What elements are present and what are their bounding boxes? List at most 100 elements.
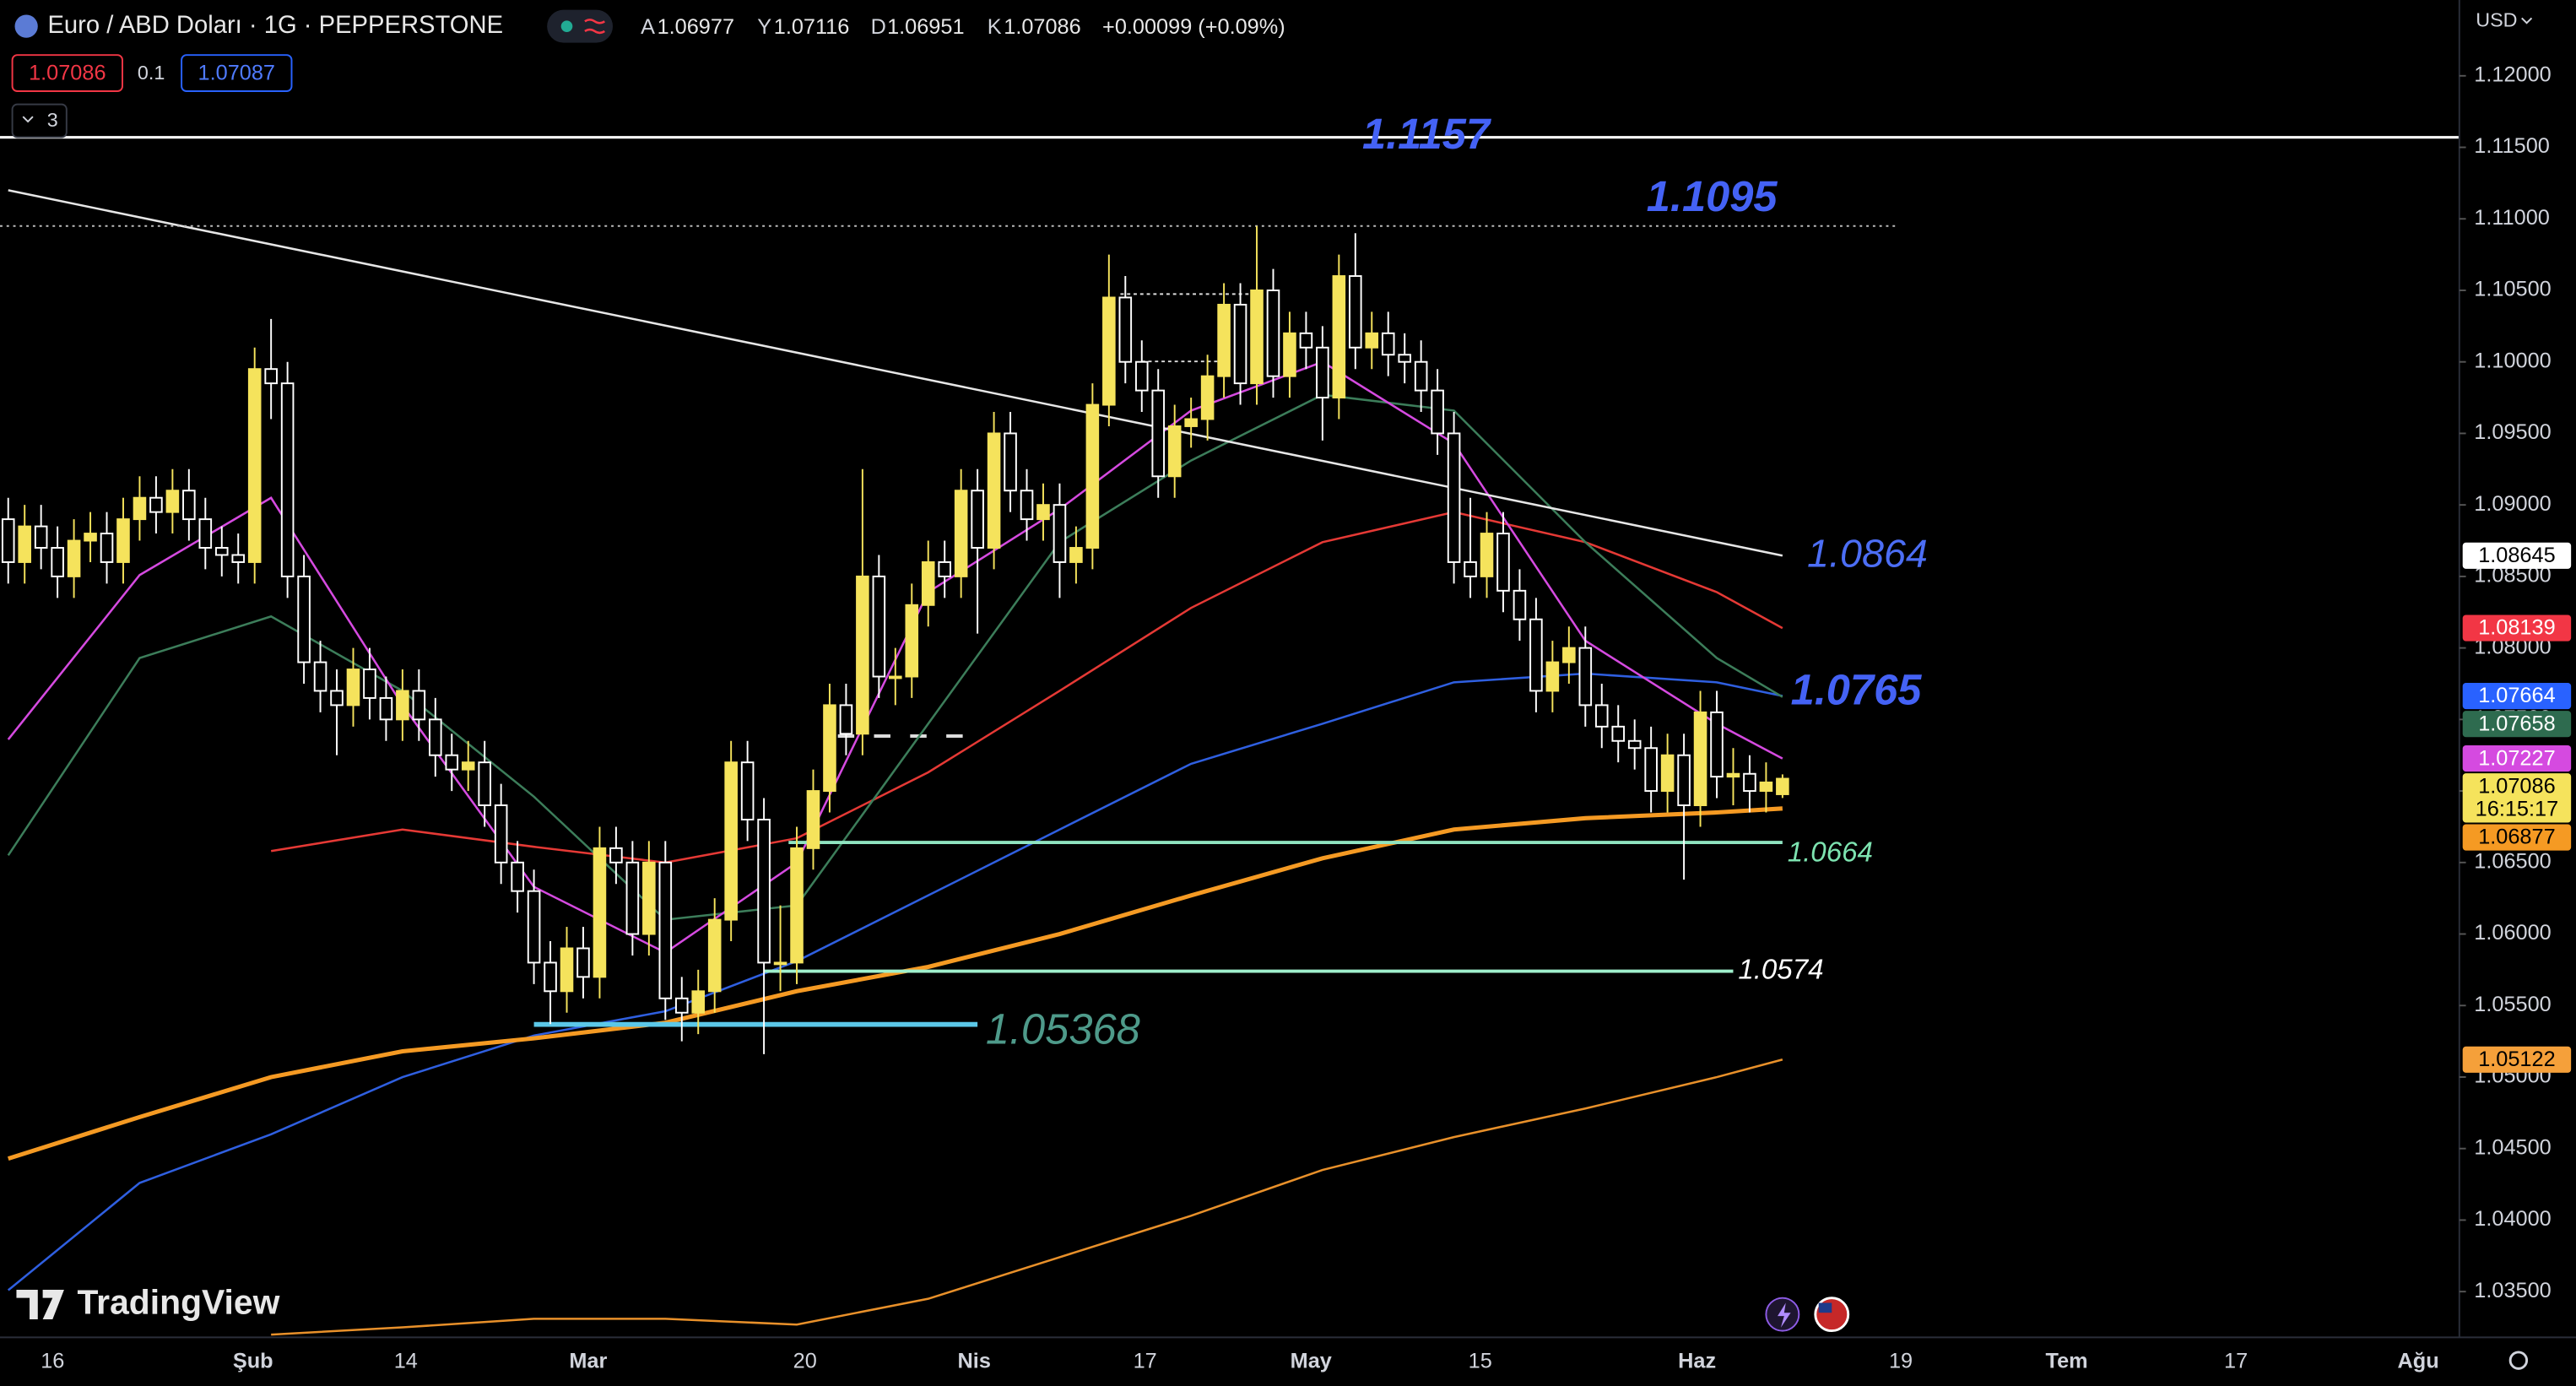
change: +0.00099 (+0.09%) bbox=[1102, 15, 1285, 39]
candle-body bbox=[1644, 747, 1658, 793]
candle-body bbox=[1250, 290, 1264, 385]
x-tick-label: Mar bbox=[569, 1349, 607, 1372]
candle-body bbox=[1349, 275, 1362, 349]
symbol-title[interactable]: Euro / ABD Doları · 1G · PEPPERSTONE bbox=[47, 12, 503, 39]
ohlc-label: K bbox=[988, 15, 1002, 39]
candle-body bbox=[84, 533, 97, 542]
candle-body bbox=[1496, 533, 1510, 592]
candle-body bbox=[1266, 290, 1280, 377]
price-badge-label: 1.07227 bbox=[2478, 746, 2555, 770]
level-label: 1.0664 bbox=[1788, 836, 1873, 868]
x-tick-label: 16 bbox=[41, 1349, 64, 1372]
ohlc-label: D bbox=[871, 15, 886, 39]
candle-body bbox=[1660, 754, 1675, 793]
status-pill[interactable] bbox=[547, 9, 614, 43]
candle-body bbox=[1283, 332, 1296, 377]
price-badge bbox=[2462, 542, 2572, 569]
candle-body bbox=[297, 575, 311, 663]
y-tick-label: 1.11000 bbox=[2474, 206, 2550, 230]
candle-body bbox=[379, 696, 393, 721]
candle-body bbox=[1627, 739, 1642, 750]
ohlc-value: 1.07116 bbox=[774, 15, 850, 39]
buy-price: 1.07087 bbox=[198, 61, 275, 84]
candle-body bbox=[1710, 711, 1724, 778]
candle-body bbox=[954, 490, 968, 577]
candle-body bbox=[527, 890, 541, 964]
candle-body bbox=[1299, 332, 1313, 349]
candle-body bbox=[773, 961, 787, 966]
candle-body bbox=[445, 754, 459, 771]
price-badge bbox=[2462, 614, 2572, 642]
price-badge-label: 1.07664 bbox=[2478, 684, 2555, 707]
currency[interactable]: USD bbox=[2476, 8, 2517, 30]
ohlc-value: 1.06951 bbox=[887, 15, 964, 39]
buy-button[interactable] bbox=[181, 54, 293, 92]
candle-body bbox=[544, 961, 557, 993]
candle-body bbox=[1233, 303, 1247, 385]
candle-body bbox=[889, 675, 902, 679]
candle-body bbox=[593, 847, 607, 978]
candle-body bbox=[51, 547, 64, 577]
price-badge-label: 1.07086 bbox=[2478, 774, 2555, 798]
y-tick-label: 1.05500 bbox=[2474, 993, 2551, 1016]
settings-icon[interactable] bbox=[2508, 1351, 2529, 1370]
candle-body bbox=[823, 704, 836, 793]
watermark: TradingView bbox=[16, 1282, 280, 1321]
countdown: 16:15:17 bbox=[2476, 798, 2558, 821]
candle-body bbox=[461, 761, 475, 771]
lightning-icon bbox=[1778, 1302, 1791, 1328]
candle-body bbox=[34, 525, 48, 549]
candle-body bbox=[1, 518, 15, 563]
candle-body bbox=[478, 761, 491, 806]
price-badge-label: 1.07658 bbox=[2478, 712, 2555, 735]
candle-body bbox=[1545, 661, 1560, 692]
candle-body bbox=[1693, 711, 1707, 806]
candle-body bbox=[412, 690, 426, 721]
candle-body bbox=[1743, 772, 1756, 793]
candle-body bbox=[1513, 589, 1527, 620]
candle-body bbox=[1677, 754, 1691, 806]
candle-body bbox=[429, 718, 442, 756]
y-tick-label: 1.06500 bbox=[2474, 849, 2551, 873]
x-tick-label: 20 bbox=[793, 1349, 817, 1372]
collapse-button[interactable] bbox=[11, 103, 68, 138]
level-label: 1.1095 bbox=[1647, 172, 1778, 220]
level-label: 1.0765 bbox=[1791, 665, 1923, 713]
candle-body bbox=[642, 861, 656, 935]
y-tick-label: 1.11500 bbox=[2474, 134, 2550, 158]
candle-body bbox=[1381, 332, 1395, 356]
x-tick-label: 15 bbox=[1469, 1349, 1492, 1372]
candle-body bbox=[740, 761, 755, 820]
candle-body bbox=[1759, 781, 1773, 793]
x-tick-label: 19 bbox=[1889, 1349, 1913, 1372]
candle-body bbox=[1167, 425, 1182, 478]
candle-body bbox=[1464, 560, 1477, 577]
candle-body bbox=[905, 604, 919, 678]
x-tick-label: Ağu bbox=[2398, 1349, 2439, 1372]
level-label: 1.1157 bbox=[1362, 110, 1492, 158]
price-badge bbox=[2462, 745, 2572, 772]
candle-body bbox=[707, 918, 722, 993]
price-badge bbox=[2462, 773, 2572, 823]
price-badge-label: 1.05122 bbox=[2478, 1048, 2555, 1071]
candle-body bbox=[1611, 725, 1626, 742]
status-dot bbox=[560, 20, 573, 32]
flag-icon[interactable] bbox=[1814, 1297, 1850, 1333]
candle-body bbox=[691, 990, 706, 1014]
candle-body bbox=[625, 861, 640, 935]
price-badge bbox=[2462, 682, 2572, 710]
candle-body bbox=[1431, 389, 1444, 435]
y-tick-label: 1.10500 bbox=[2474, 278, 2551, 301]
price-badge bbox=[2462, 824, 2572, 851]
candle-body bbox=[1085, 403, 1100, 549]
price-badge bbox=[2462, 711, 2572, 738]
candle-body bbox=[1200, 375, 1215, 420]
candle-body bbox=[1447, 432, 1461, 563]
candle-body bbox=[1036, 504, 1050, 521]
candle-body bbox=[182, 490, 196, 521]
sell-button[interactable] bbox=[11, 54, 123, 92]
candle-body bbox=[1184, 418, 1198, 427]
candle-body bbox=[971, 490, 984, 549]
